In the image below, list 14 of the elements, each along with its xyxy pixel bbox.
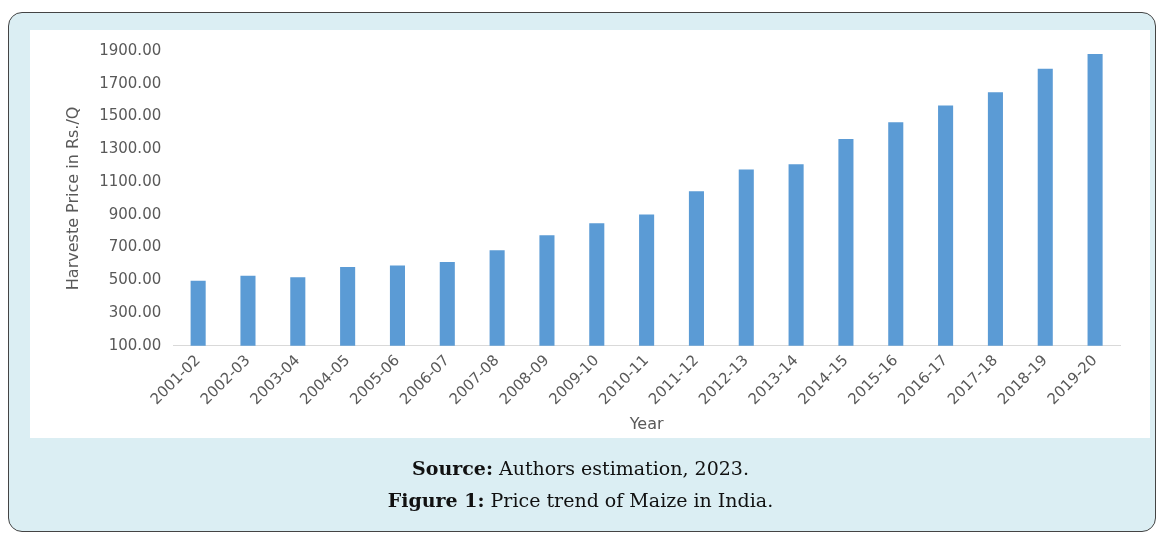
caption: Figure 1: Price trend of Maize in India.	[387, 489, 774, 511]
y-tick-label: 1300.00	[99, 139, 162, 158]
y-tick-label: 1900.00	[99, 40, 162, 59]
y-tick-label: 900.00	[108, 204, 162, 223]
y-tick-label: 1700.00	[99, 73, 162, 92]
y-tick-label: 500.00	[108, 270, 162, 289]
y-tick-label: 1500.00	[99, 106, 162, 125]
y-tick-label: 1100.00	[99, 171, 162, 190]
source-note: Source: Authors estimation, 2023.	[412, 457, 749, 479]
y-tick-label: 700.00	[108, 237, 162, 256]
y-tick-label: 300.00	[108, 302, 162, 321]
y-tick-label: 100.00	[108, 335, 162, 354]
x-axis-title: Year	[628, 413, 664, 433]
y-axis-title: Harveste Price in Rs./Q	[62, 106, 82, 291]
